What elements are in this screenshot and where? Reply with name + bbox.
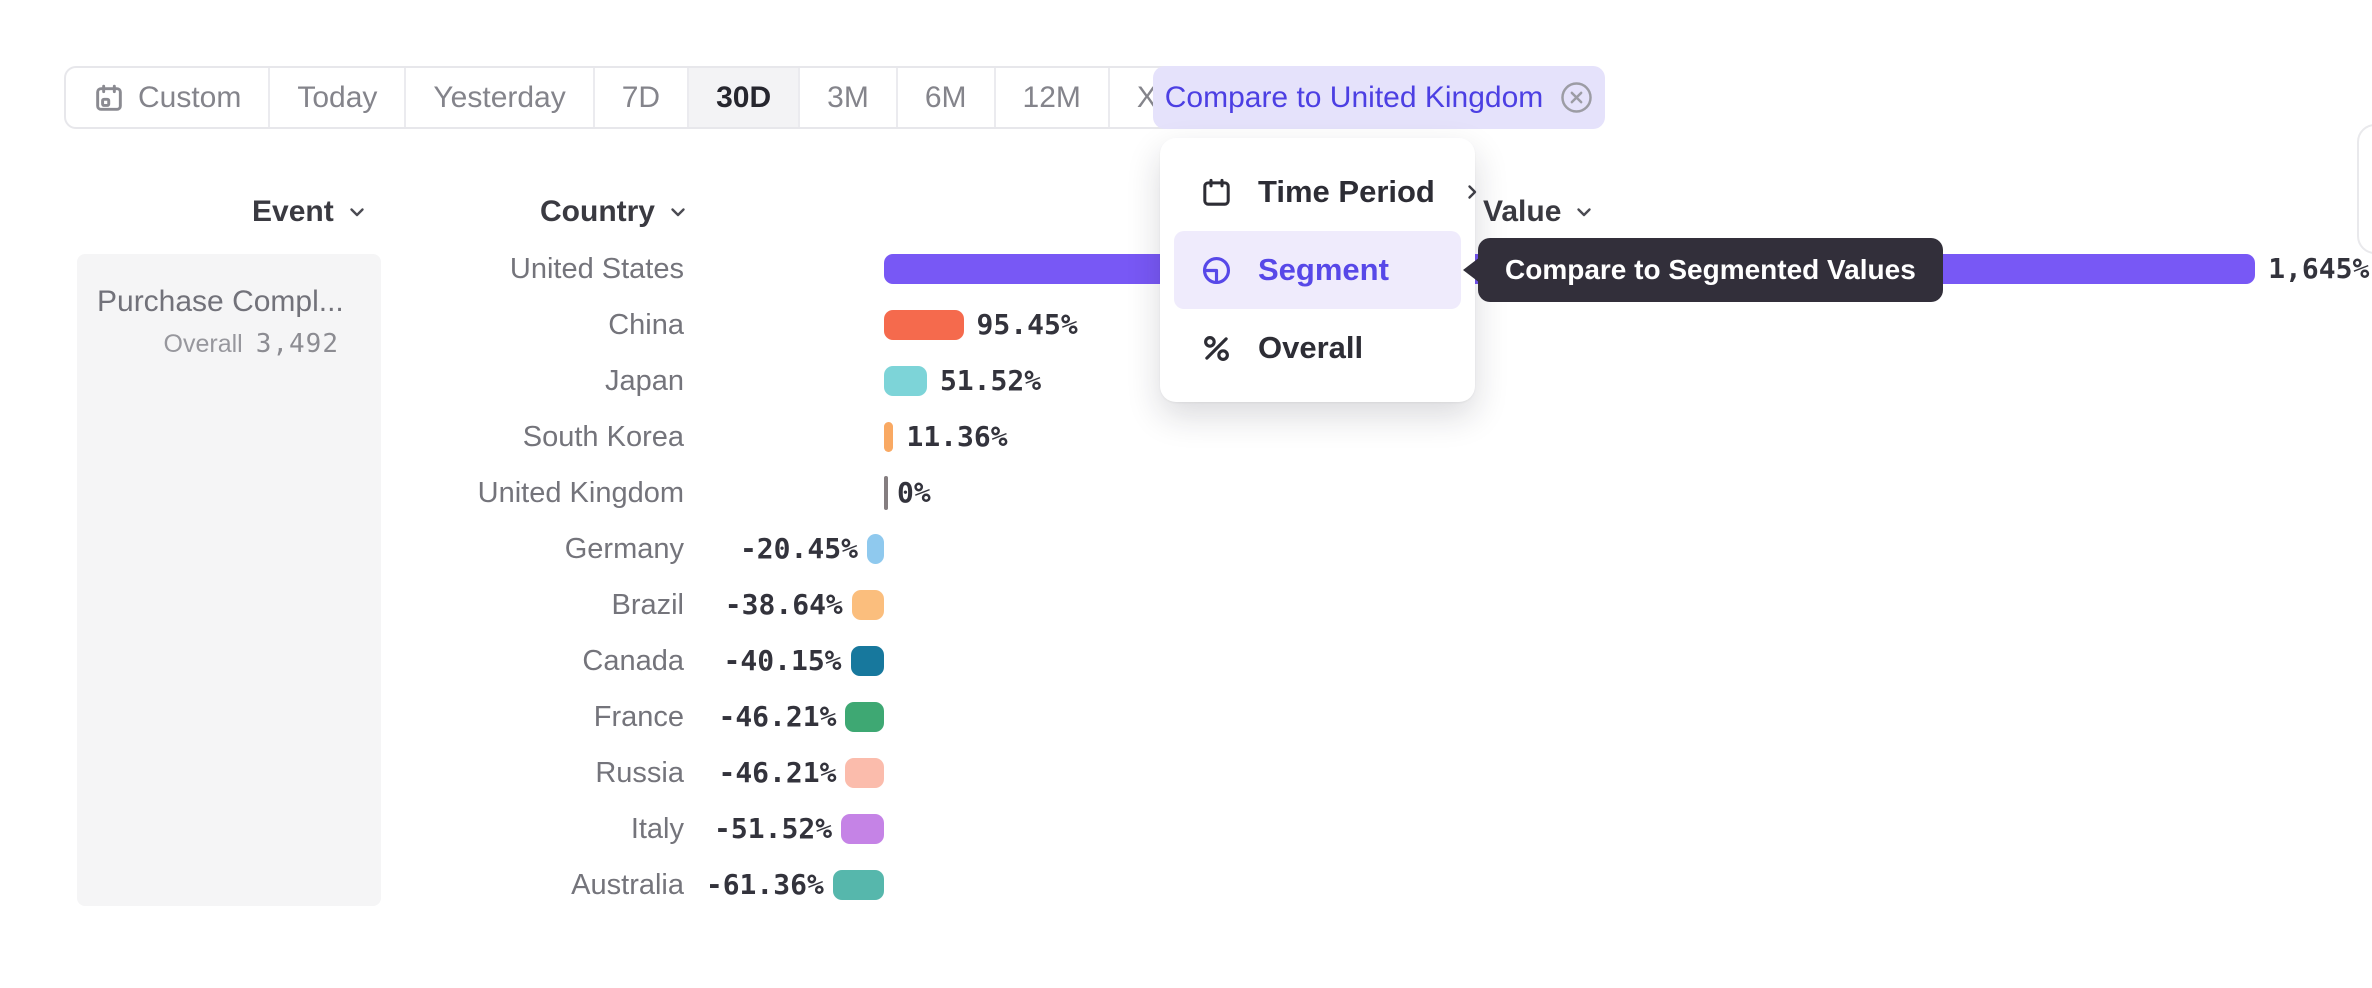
event-overall-value: 3,492 — [255, 329, 339, 359]
compare-chip[interactable]: Compare to United Kingdom — [1153, 66, 1605, 129]
column-header-value[interactable]: Value — [1483, 193, 1596, 231]
value-label: -20.45% — [739, 532, 858, 565]
value-label: 1,645% — [2268, 252, 2370, 285]
period-button-6m[interactable]: 6M — [898, 68, 996, 127]
country-label: Germany — [564, 533, 684, 565]
tooltip-arrow-icon — [1463, 257, 1480, 283]
period-button-30d[interactable]: 30D — [689, 68, 801, 127]
tooltip: Compare to Segmented Values — [1463, 238, 1943, 302]
chevron-down-icon — [666, 200, 690, 224]
value-label: -46.21% — [718, 756, 837, 789]
value-label: -40.15% — [723, 644, 842, 677]
value-label: -61.36% — [705, 868, 824, 901]
value-label: -51.52% — [714, 812, 833, 845]
percent-icon — [1200, 332, 1233, 365]
value-bar[interactable] — [845, 702, 884, 732]
period-button-custom[interactable]: Custom — [66, 68, 271, 127]
country-label: South Korea — [522, 421, 684, 453]
value-label: -46.21% — [718, 700, 837, 733]
period-button-3m[interactable]: 3M — [800, 68, 898, 127]
country-label: France — [593, 701, 684, 733]
chevron-down-icon — [1572, 200, 1596, 224]
value-bar[interactable] — [841, 814, 884, 844]
menu-item-segment[interactable]: Segment — [1174, 231, 1461, 309]
country-label: United States — [509, 253, 684, 285]
country-label: Brazil — [611, 589, 684, 621]
close-circle-icon[interactable] — [1560, 81, 1593, 114]
menu-item-label: Overall — [1258, 330, 1364, 365]
period-button-label: 12M — [1022, 80, 1081, 114]
event-overall-label: Overall — [163, 330, 243, 358]
value-bar[interactable] — [845, 758, 884, 788]
period-button-label: 30D — [716, 80, 772, 114]
period-button-label: Today — [297, 80, 378, 114]
period-button-12m[interactable]: 12M — [996, 68, 1110, 127]
column-header-country[interactable]: Country — [540, 193, 690, 231]
period-button-label: Yesterday — [433, 80, 566, 114]
calendar-icon — [93, 82, 125, 114]
calendar-icon — [1200, 176, 1233, 209]
country-label: Canada — [582, 645, 684, 677]
country-label: Australia — [571, 869, 684, 901]
menu-item-label: Time Period — [1258, 174, 1435, 209]
value-bar[interactable] — [884, 310, 964, 340]
event-title: Purchase Compl... — [97, 285, 344, 318]
period-button-label: Custom — [138, 80, 242, 114]
chevron-right-icon — [1460, 180, 1484, 204]
period-button-7d[interactable]: 7D — [595, 68, 690, 127]
value-bar[interactable] — [850, 646, 884, 676]
value-label: 51.52% — [939, 364, 1042, 397]
period-button-today[interactable]: Today — [270, 68, 407, 127]
country-label: United Kingdom — [477, 477, 684, 509]
country-label: China — [608, 309, 684, 341]
value-label: 95.45% — [976, 308, 1078, 341]
value-label: 11.36% — [906, 420, 1008, 453]
event-overall-row: Overall 3,492 — [97, 329, 339, 359]
period-button-label: 7D — [621, 80, 661, 114]
compare-context-menu: Time Period Segment Overall — [1160, 138, 1477, 402]
event-cell[interactable]: Purchase Compl... Overall 3,492 — [77, 254, 381, 906]
date-range-toolbar: CustomTodayYesterday7D30D3M6M12MXTD — [64, 66, 1265, 129]
country-label: Japan — [604, 365, 684, 397]
period-button-yesterday[interactable]: Yesterday — [406, 68, 595, 127]
column-header-event-label: Event — [252, 195, 334, 228]
menu-item-time-period[interactable]: Time Period — [1174, 153, 1477, 231]
value-bar[interactable] — [851, 590, 884, 620]
value-bar[interactable] — [884, 476, 888, 510]
value-bar[interactable] — [884, 422, 894, 452]
segment-icon — [1200, 254, 1233, 287]
compare-chip-label: Compare to United Kingdom — [1164, 80, 1544, 114]
tooltip-text: Compare to Segmented Values — [1505, 254, 1916, 285]
column-header-country-label: Country — [540, 195, 655, 228]
value-label: -38.64% — [724, 588, 843, 621]
period-button-label: 3M — [827, 80, 869, 114]
column-header-value-label: Value — [1483, 195, 1562, 228]
value-bar[interactable] — [832, 870, 884, 900]
country-label: Italy — [630, 813, 684, 845]
value-bar[interactable] — [884, 366, 927, 396]
country-label: Russia — [595, 757, 684, 789]
clipped-panel-fragment — [2357, 124, 2372, 254]
value-bar[interactable] — [866, 534, 884, 564]
menu-item-label: Segment — [1258, 252, 1389, 287]
menu-item-overall[interactable]: Overall — [1174, 309, 1461, 387]
period-button-label: 6M — [924, 80, 967, 114]
value-label: 0% — [897, 476, 931, 509]
chevron-down-icon — [345, 200, 369, 224]
column-header-event[interactable]: Event — [252, 193, 369, 231]
